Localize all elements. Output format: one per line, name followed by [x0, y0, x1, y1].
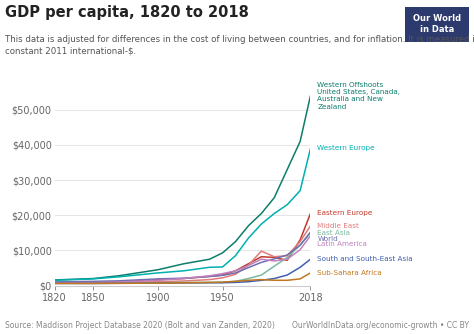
- Text: Our World
in Data: Our World in Data: [413, 14, 461, 34]
- Text: Eastern Europe: Eastern Europe: [318, 210, 373, 216]
- Text: OurWorldInData.org/economic-growth • CC BY: OurWorldInData.org/economic-growth • CC …: [292, 321, 469, 330]
- Text: World: World: [318, 236, 338, 242]
- Text: East Asia: East Asia: [318, 230, 350, 236]
- Text: Western Europe: Western Europe: [318, 145, 375, 151]
- Text: Sub-Sahara Africa: Sub-Sahara Africa: [318, 270, 382, 276]
- Text: Middle East: Middle East: [318, 223, 359, 229]
- Text: South and South-East Asia: South and South-East Asia: [318, 256, 413, 262]
- Text: Source: Maddison Project Database 2020 (Bolt and van Zanden, 2020): Source: Maddison Project Database 2020 (…: [5, 321, 274, 330]
- Text: This data is adjusted for differences in the cost of living between countries, a: This data is adjusted for differences in…: [5, 35, 474, 55]
- Text: Latin America: Latin America: [318, 241, 367, 247]
- Text: GDP per capita, 1820 to 2018: GDP per capita, 1820 to 2018: [5, 5, 249, 20]
- Text: Western Offshoots
United States, Canada,
Australia and New
Zealand: Western Offshoots United States, Canada,…: [318, 82, 401, 110]
